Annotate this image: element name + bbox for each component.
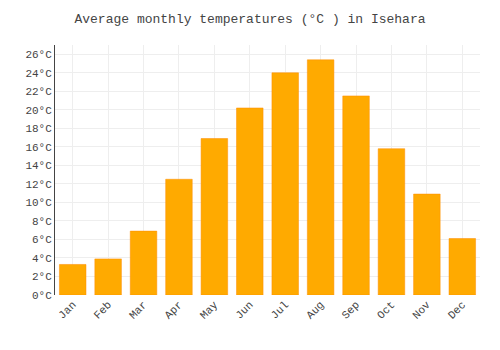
- svg-text:0°C: 0°C: [32, 290, 52, 302]
- svg-text:12°C: 12°C: [25, 179, 52, 191]
- svg-text:Dec: Dec: [446, 299, 468, 321]
- svg-text:16°C: 16°C: [25, 142, 52, 154]
- svg-text:26°C: 26°C: [25, 49, 52, 61]
- svg-text:8°C: 8°C: [32, 216, 52, 228]
- svg-text:Oct: Oct: [375, 299, 397, 321]
- svg-text:20°C: 20°C: [25, 105, 52, 117]
- svg-text:Aug: Aug: [304, 299, 326, 321]
- svg-text:4°C: 4°C: [32, 253, 52, 265]
- svg-text:Feb: Feb: [92, 299, 114, 321]
- svg-text:Jan: Jan: [56, 299, 78, 321]
- svg-text:Nov: Nov: [410, 299, 433, 322]
- svg-text:10°C: 10°C: [25, 197, 52, 209]
- svg-text:18°C: 18°C: [25, 123, 52, 135]
- svg-text:2°C: 2°C: [32, 271, 52, 283]
- svg-text:Mar: Mar: [127, 299, 149, 321]
- svg-text:Sep: Sep: [340, 299, 362, 321]
- svg-text:Apr: Apr: [162, 299, 184, 321]
- svg-text:22°C: 22°C: [25, 86, 52, 98]
- svg-text:6°C: 6°C: [32, 234, 52, 246]
- svg-text:14°C: 14°C: [25, 160, 52, 172]
- svg-text:Jun: Jun: [233, 299, 255, 321]
- svg-text:Average monthly temperatures (: Average monthly temperatures (°C ) in Is…: [74, 12, 425, 27]
- svg-text:May: May: [198, 299, 221, 322]
- svg-text:Jul: Jul: [269, 299, 291, 321]
- svg-text:24°C: 24°C: [25, 68, 52, 80]
